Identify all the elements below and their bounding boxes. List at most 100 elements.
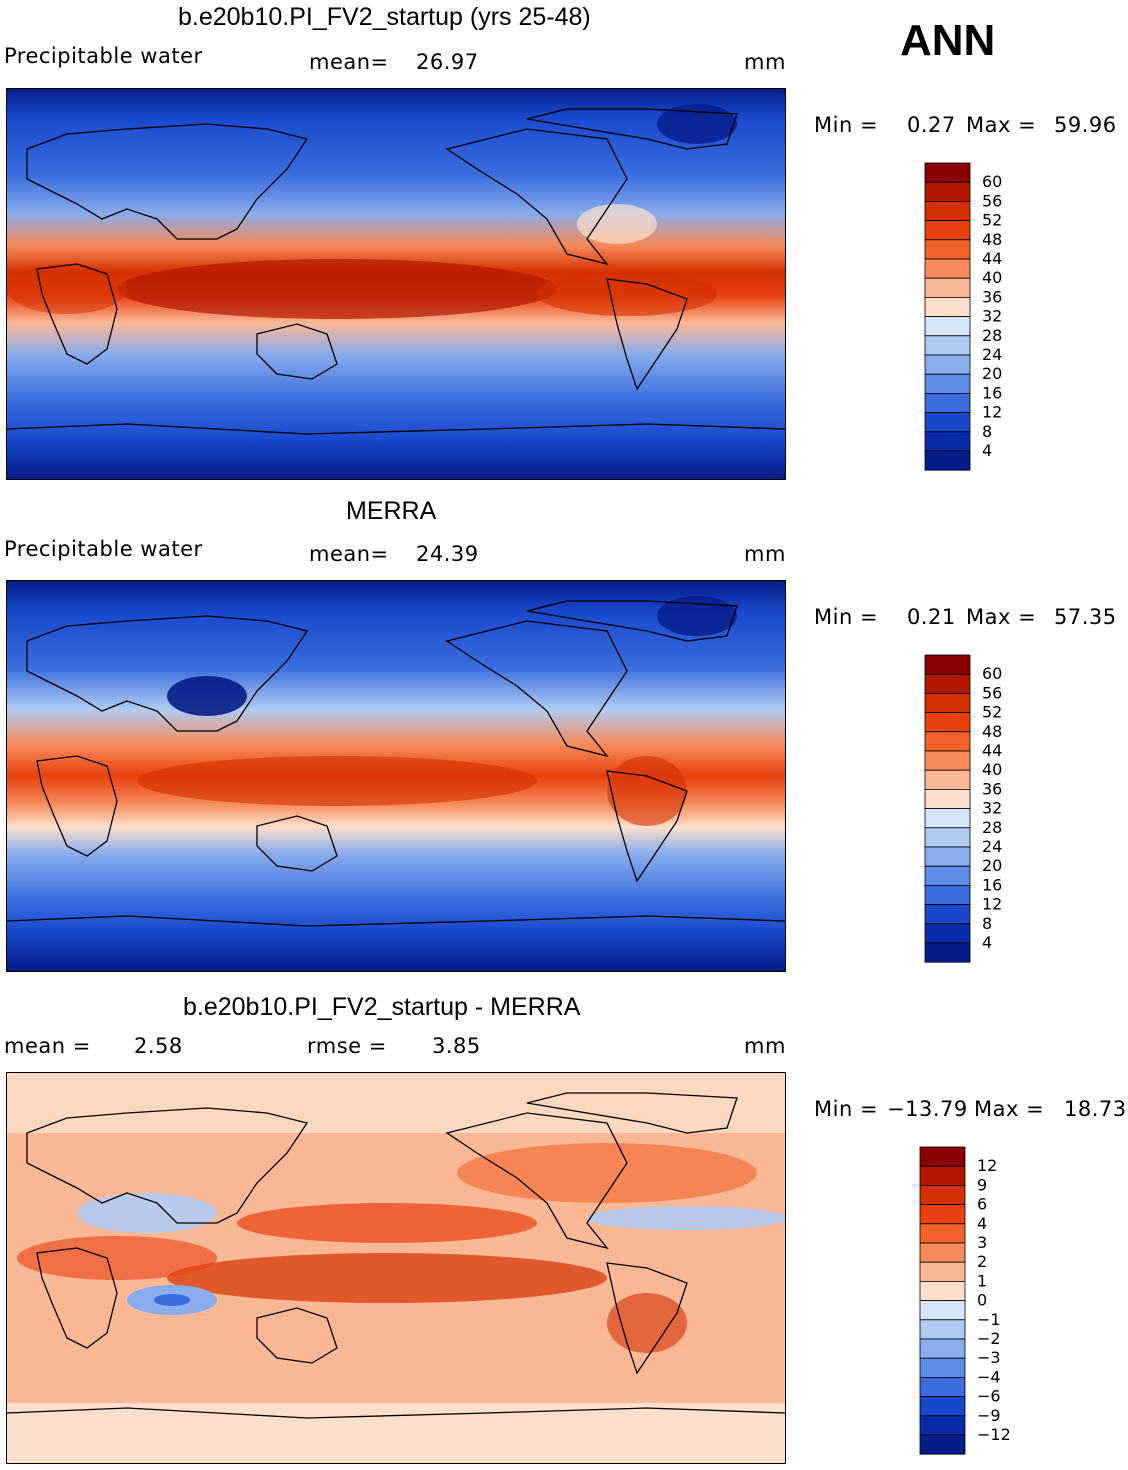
colorbar-swatch <box>919 1146 966 1167</box>
colorbar-tick-label: 56 <box>982 191 1002 210</box>
panel2-mean-value: 24.39 <box>416 542 479 566</box>
colorbar-tick-label: 16 <box>982 383 1002 402</box>
colorbar-tick-label: 4 <box>982 933 992 952</box>
panel1-title: b.e20b10.PI_FV2_startup (yrs 25-48) <box>178 3 591 31</box>
colorbar-swatch <box>924 769 971 790</box>
colorbar-tick-label: 8 <box>982 422 992 441</box>
colorbar-tick-label: 12 <box>982 895 1002 914</box>
panel1-mean-label: mean= <box>309 50 389 74</box>
colorbar-tick-label: 56 <box>982 683 1002 702</box>
colorbar-swatch <box>924 354 971 375</box>
colorbar-tick-label: 4 <box>982 441 992 460</box>
colorbar-tick-label: −1 <box>977 1310 1001 1329</box>
colorbar-tick-label: 8 <box>982 914 992 933</box>
colorbar-tick-label: −9 <box>977 1406 1001 1425</box>
colorbar-swatch <box>924 846 971 867</box>
colorbar-tick-label: 52 <box>982 703 1002 722</box>
colorbar-swatch <box>919 1204 966 1225</box>
panel3-max-value: 18.73 <box>1064 1097 1127 1121</box>
colorbar-swatch <box>924 220 971 241</box>
panel3-min-label: Min = <box>814 1097 879 1121</box>
panel2-units: mm <box>744 542 786 566</box>
colorbar-swatch <box>924 201 971 222</box>
colorbar-tick-label: 4 <box>977 1214 987 1233</box>
colorbar-swatch <box>924 392 971 413</box>
colorbar-tick-label: 24 <box>982 345 1002 364</box>
colorbar-swatch <box>924 827 971 848</box>
colorbar-swatch <box>919 1357 966 1378</box>
colorbar-tick-label: −12 <box>977 1425 1011 1444</box>
colorbar-tick-label: 48 <box>982 722 1002 741</box>
colorbar-swatch <box>924 450 971 471</box>
colorbar-tick-label: 28 <box>982 326 1002 345</box>
colorbar-tick-label: 44 <box>982 741 1002 760</box>
colorbar-tick-label: 32 <box>982 799 1002 818</box>
colorbar-tick-label: 40 <box>982 760 1002 779</box>
season-label: ANN <box>900 16 996 65</box>
panel3-rmse-value: 3.85 <box>432 1034 481 1058</box>
colorbar-swatch <box>924 865 971 886</box>
colorbar-tick-label: 9 <box>977 1175 987 1194</box>
panel1-min-label: Min = <box>814 113 879 137</box>
colorbar-tick-label: 20 <box>982 364 1002 383</box>
colorbar-swatch <box>924 904 971 925</box>
panel2-map <box>6 580 786 972</box>
panel1-units: mm <box>744 50 786 74</box>
colorbar-tick-label: −2 <box>977 1329 1001 1348</box>
colorbar-swatch <box>919 1338 966 1359</box>
colorbar-tick-label: 48 <box>982 230 1002 249</box>
colorbar-swatch <box>919 1185 966 1206</box>
colorbar-tick-label: 0 <box>977 1291 987 1310</box>
colorbar-swatch <box>924 162 971 183</box>
colorbar-swatch <box>919 1280 966 1301</box>
panel3-title: b.e20b10.PI_FV2_startup - MERRA <box>183 993 581 1021</box>
colorbar-swatch <box>924 942 971 963</box>
colorbar-tick-label: 24 <box>982 837 1002 856</box>
colorbar-swatch <box>919 1223 966 1244</box>
panel1-max-label: Max = <box>966 113 1037 137</box>
panel2-max-value: 57.35 <box>1054 605 1117 629</box>
colorbar-swatch <box>924 296 971 317</box>
panel1-variable: Precipitable water <box>4 44 203 68</box>
colorbar-swatch <box>924 712 971 733</box>
colorbar-swatch <box>924 788 971 809</box>
panel3-mean-value: 2.58 <box>134 1034 183 1058</box>
panel2-mean-label: mean= <box>309 542 389 566</box>
colorbar-swatch <box>919 1396 966 1417</box>
panel1-max-value: 59.96 <box>1054 113 1117 137</box>
colorbar-tick-label: −3 <box>977 1348 1001 1367</box>
colorbar-swatch <box>919 1165 966 1186</box>
colorbar-swatch <box>924 431 971 452</box>
colorbar-swatch <box>924 373 971 394</box>
panel3-min-value: −13.79 <box>887 1097 968 1121</box>
colorbar-tick-label: 6 <box>977 1195 987 1214</box>
colorbar-swatch <box>919 1319 966 1340</box>
colorbar-tick-label: 28 <box>982 818 1002 837</box>
colorbar-tick-label: 44 <box>982 249 1002 268</box>
colorbar-swatch <box>924 335 971 356</box>
colorbar-swatch <box>919 1242 966 1263</box>
panel3-max-label: Max = <box>974 1097 1045 1121</box>
colorbar-tick-label: 12 <box>977 1156 997 1175</box>
panel2-variable: Precipitable water <box>4 537 203 561</box>
colorbar-tick-label: −6 <box>977 1387 1001 1406</box>
colorbar-tick-label: 12 <box>982 403 1002 422</box>
colorbar-swatch <box>919 1300 966 1321</box>
colorbar-swatch <box>924 923 971 944</box>
colorbar-tick-label: 36 <box>982 779 1002 798</box>
colorbar-tick-label: 32 <box>982 307 1002 326</box>
panel3-map <box>6 1072 787 1464</box>
colorbar-swatch <box>924 673 971 694</box>
colorbar-tick-label: 3 <box>977 1233 987 1252</box>
colorbar-swatch <box>919 1434 966 1455</box>
panel2-max-label: Max = <box>966 605 1037 629</box>
colorbar-swatch <box>919 1261 966 1282</box>
colorbar-swatch <box>919 1415 966 1436</box>
panel2-min-label: Min = <box>814 605 879 629</box>
panel3-units: mm <box>744 1034 786 1058</box>
colorbar-tick-label: 40 <box>982 268 1002 287</box>
colorbar-tick-label: 16 <box>982 875 1002 894</box>
